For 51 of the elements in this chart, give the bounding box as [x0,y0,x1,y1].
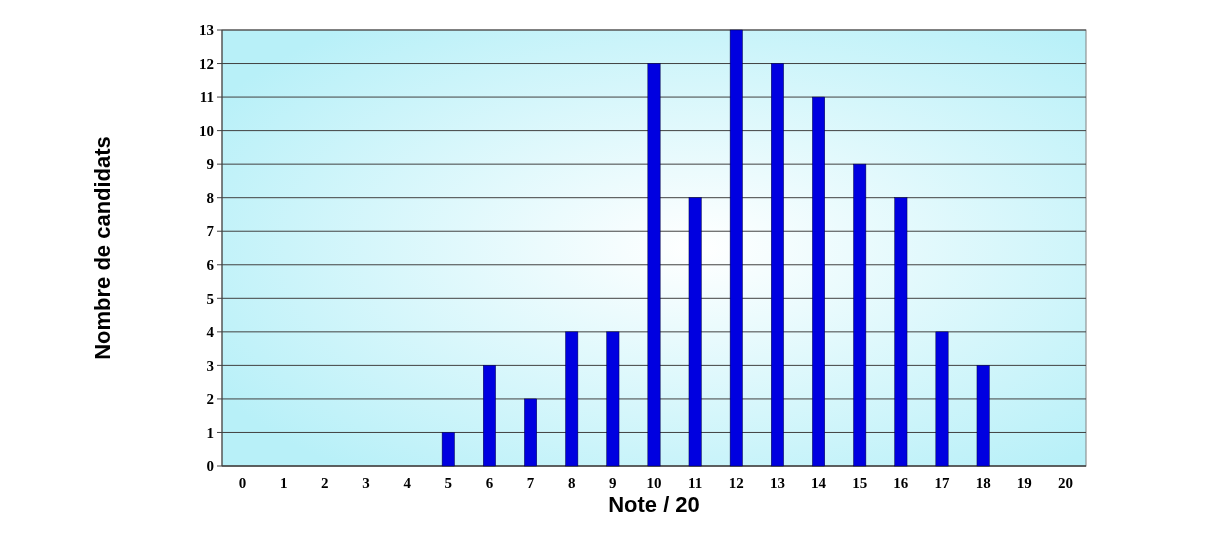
x-tick-label: 16 [893,475,909,491]
y-tick-label: 0 [206,458,214,475]
x-tick-label: 14 [811,475,827,491]
x-tick-label: 9 [609,475,617,491]
bar [812,96,825,467]
x-tick-label: 20 [1057,475,1073,491]
x-tick-label: 8 [567,475,576,491]
x-tick-label: 5 [444,475,453,491]
x-tick-label: 10 [646,475,662,491]
y-tick-label: 10 [199,122,214,139]
y-tick-label: 8 [206,189,214,206]
bar [647,63,661,467]
y-tick-label: 3 [206,357,214,374]
y-tick-label: 13 [199,22,214,39]
y-tick-label: 6 [206,257,215,274]
x-tick-label: 4 [403,475,412,491]
bar [935,331,949,467]
bar [729,29,743,467]
x-tick-label: 19 [1016,475,1032,491]
x-tick-label: 3 [362,475,370,491]
bar [441,432,455,467]
y-tick-label: 5 [206,290,214,307]
x-tick-label: 11 [688,475,703,491]
y-tick-label: 1 [206,424,214,441]
bar [771,63,784,467]
bar [688,197,702,467]
y-tick-label: 7 [206,223,215,240]
x-tick-label: 6 [485,475,494,491]
x-tick-label: 15 [852,475,868,491]
y-tick-label: 12 [199,55,214,72]
x-tick-label: 1 [279,475,288,491]
x-tick-label: 18 [975,475,991,491]
y-tick-label: 9 [206,156,214,173]
bar [976,365,990,467]
x-tick-label: 12 [728,475,744,491]
bar [524,398,537,467]
x-axis-title: Note / 20 [608,492,700,517]
bar [853,163,867,467]
bar [894,197,908,467]
x-tick-label: 17 [934,475,950,491]
x-tick-label: 7 [526,475,535,491]
x-tick-label: 2 [321,475,329,491]
y-tick-label: 11 [199,89,214,106]
bar [483,365,496,467]
bar [606,331,620,467]
y-axis-title: Nombre de candidats [90,136,115,360]
y-tick-label: 2 [206,391,214,408]
x-tick-label: 0 [238,475,247,491]
y-tick-label: 4 [206,324,215,341]
x-tick-label: 13 [769,475,785,491]
bar [565,331,579,467]
